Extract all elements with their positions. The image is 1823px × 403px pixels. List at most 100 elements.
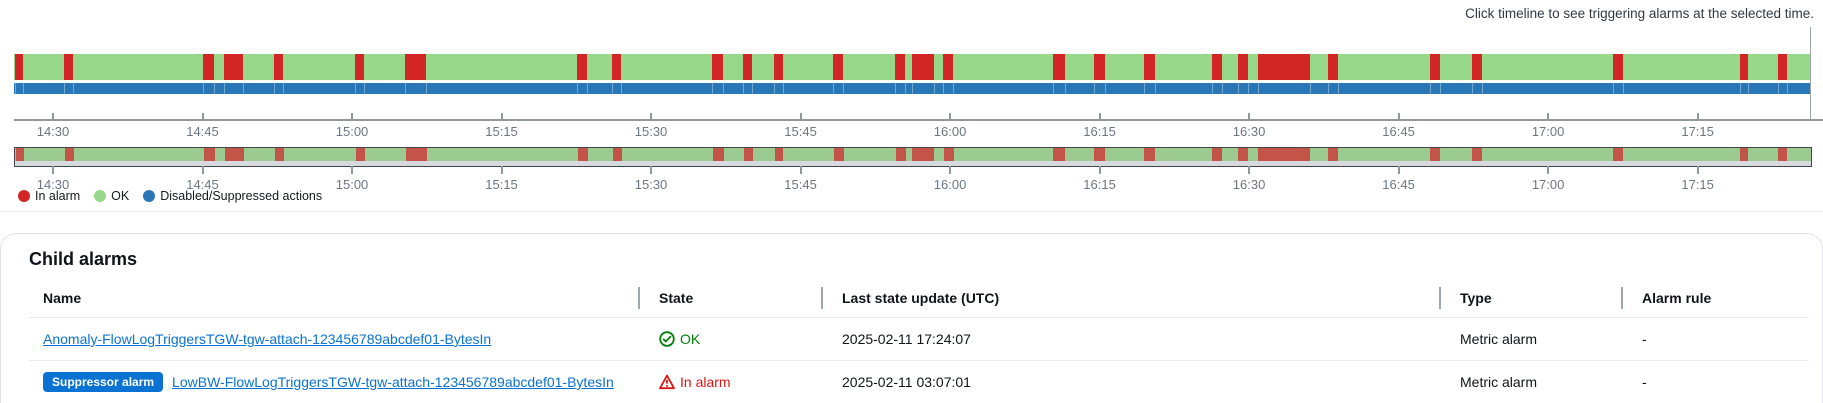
alarm-rule-cell: -	[1642, 331, 1647, 347]
suppressed-bar-divider	[63, 83, 65, 94]
suppressed-bar-divider	[722, 83, 724, 94]
legend-color-dot	[94, 190, 107, 202]
overview-alarm-segment	[912, 148, 935, 161]
suppressed-bar-divider	[1612, 83, 1614, 94]
alarm-segment[interactable]	[1777, 54, 1787, 80]
suppressed-bar-divider	[1623, 83, 1625, 94]
alarm-name-link[interactable]: Anomaly-FlowLogTriggersTGW-tgw-attach-12…	[43, 331, 492, 347]
alarm-segment[interactable]	[1740, 54, 1749, 80]
suppressed-bar-divider	[1748, 83, 1750, 94]
plot-right-border	[1810, 27, 1811, 121]
alarm-segment[interactable]	[63, 54, 73, 80]
alarm-segment[interactable]	[1471, 54, 1482, 80]
alarm-segment[interactable]	[833, 54, 844, 80]
column-header-type[interactable]: Type	[1460, 290, 1492, 306]
axis-tick-mark	[351, 113, 354, 121]
overview-alarm-segment	[1144, 148, 1156, 161]
suppressed-bar-divider	[1327, 83, 1329, 94]
column-header-last-update[interactable]: Last state update (UTC)	[842, 290, 1000, 306]
alarm-segment[interactable]	[577, 54, 588, 80]
alarm-segment[interactable]	[224, 54, 244, 80]
axis-tick-mark	[1248, 113, 1251, 121]
column-separator[interactable]	[1621, 287, 1623, 309]
time-axis-overview: 14:30 14:45 15:00 15:15 15:30 15:45 16:00 16:15…	[14, 166, 1811, 192]
suppressed-bar-divider	[1338, 83, 1340, 94]
alarm-segment[interactable]	[1143, 54, 1155, 80]
alarm-segment[interactable]	[1258, 54, 1310, 80]
alarm-segment[interactable]	[1237, 54, 1248, 80]
alarm-segment[interactable]	[711, 54, 723, 80]
suppressed-bar-divider	[1247, 83, 1249, 94]
suppressed-bar-divider	[833, 83, 835, 94]
axis-tick-mark	[1547, 113, 1550, 121]
column-separator[interactable]	[1439, 287, 1441, 309]
axis-tick-label: 15:15	[485, 177, 518, 192]
last-update-cell: 2025-02-11 17:24:07	[842, 331, 971, 347]
legend-item: Disabled/Suppressed actions	[143, 189, 322, 203]
suppressed-bar-divider	[773, 83, 775, 94]
axis-tick-label: 15:30	[634, 124, 668, 139]
overview-alarm-segment	[1212, 148, 1223, 161]
alarm-segment[interactable]	[895, 54, 906, 80]
alarm-segment[interactable]	[1612, 54, 1624, 80]
overview-alarm-segment	[1777, 148, 1787, 161]
axis-tick-mark	[799, 166, 802, 174]
suppressed-bar-divider	[1309, 83, 1311, 94]
alarm-segment[interactable]	[1053, 54, 1066, 80]
row-divider	[29, 360, 1809, 361]
suppressed-bar-divider	[1154, 83, 1156, 94]
axis-tick-label: 15:45	[784, 124, 817, 139]
suppressed-bar-divider	[23, 83, 25, 94]
axis-tick-mark	[201, 113, 204, 121]
alarm-segment[interactable]	[1430, 54, 1441, 80]
alarm-name-link[interactable]: LowBW-FlowLogTriggersTGW-tgw-attach-1234…	[172, 374, 614, 390]
axis-tick-label: 15:00	[335, 124, 369, 139]
column-separator[interactable]	[821, 287, 823, 309]
alarm-segment[interactable]	[274, 54, 283, 80]
alarm-segment[interactable]	[15, 54, 24, 80]
alarm-segment[interactable]	[1212, 54, 1223, 80]
suppressed-bar-divider	[943, 83, 945, 94]
axis-tick-mark	[500, 113, 503, 121]
timeline-legend: In alarm OK Disabled/Suppressed actions	[18, 189, 322, 203]
alarm-segment[interactable]	[911, 54, 934, 80]
alarm-segment[interactable]	[743, 54, 753, 80]
suppressed-actions-bar[interactable]	[14, 83, 1811, 94]
alarm-segment[interactable]	[1093, 54, 1105, 80]
suppressed-bar-divider	[243, 83, 245, 94]
suppressed-bar-divider	[621, 83, 623, 94]
column-header-state[interactable]: State	[659, 290, 694, 306]
axis-tick-label: 15:00	[335, 177, 369, 192]
column-separator[interactable]	[638, 287, 640, 309]
axis-tick-label: 17:15	[1681, 177, 1714, 192]
suppressed-bar-divider	[1777, 83, 1779, 94]
alarm-segment[interactable]	[612, 54, 622, 80]
state-cell: In alarm	[638, 374, 821, 390]
alarm-segment[interactable]	[405, 54, 427, 80]
suppressed-bar-divider	[843, 83, 845, 94]
table-row: Anomaly-FlowLogTriggersTGW-tgw-attach-12…	[1, 318, 1822, 360]
suppressed-bar-divider	[224, 83, 226, 94]
last-update-cell: 2025-02-11 03:07:01	[842, 374, 971, 390]
state-label: OK	[680, 331, 701, 347]
main-alarm-timeline[interactable]	[14, 54, 1811, 80]
legend-color-dot	[143, 190, 156, 202]
overview-timeline[interactable]	[14, 147, 1812, 167]
alarm-segment[interactable]	[355, 54, 365, 80]
alarm-segment[interactable]	[943, 54, 954, 80]
timeline-hint-text: Click timeline to see triggering alarms …	[1465, 6, 1814, 21]
alarm-segment[interactable]	[1327, 54, 1339, 80]
column-header-name[interactable]: Name	[43, 290, 82, 306]
axis-tick-label: 16:30	[1232, 124, 1266, 139]
alarm-segment[interactable]	[773, 54, 783, 80]
suppressed-bar-divider	[1053, 83, 1055, 94]
column-header-alarm-rule[interactable]: Alarm rule	[1642, 290, 1712, 306]
axis-tick-mark	[1696, 166, 1699, 174]
alarm-segment[interactable]	[203, 54, 214, 80]
overview-alarm-segment	[16, 148, 25, 161]
axis-tick-mark	[51, 166, 54, 174]
axis-tick-label: 17:00	[1531, 124, 1565, 139]
suppressed-bar-divider	[752, 83, 754, 94]
axis-tick-label: 16:45	[1382, 124, 1415, 139]
